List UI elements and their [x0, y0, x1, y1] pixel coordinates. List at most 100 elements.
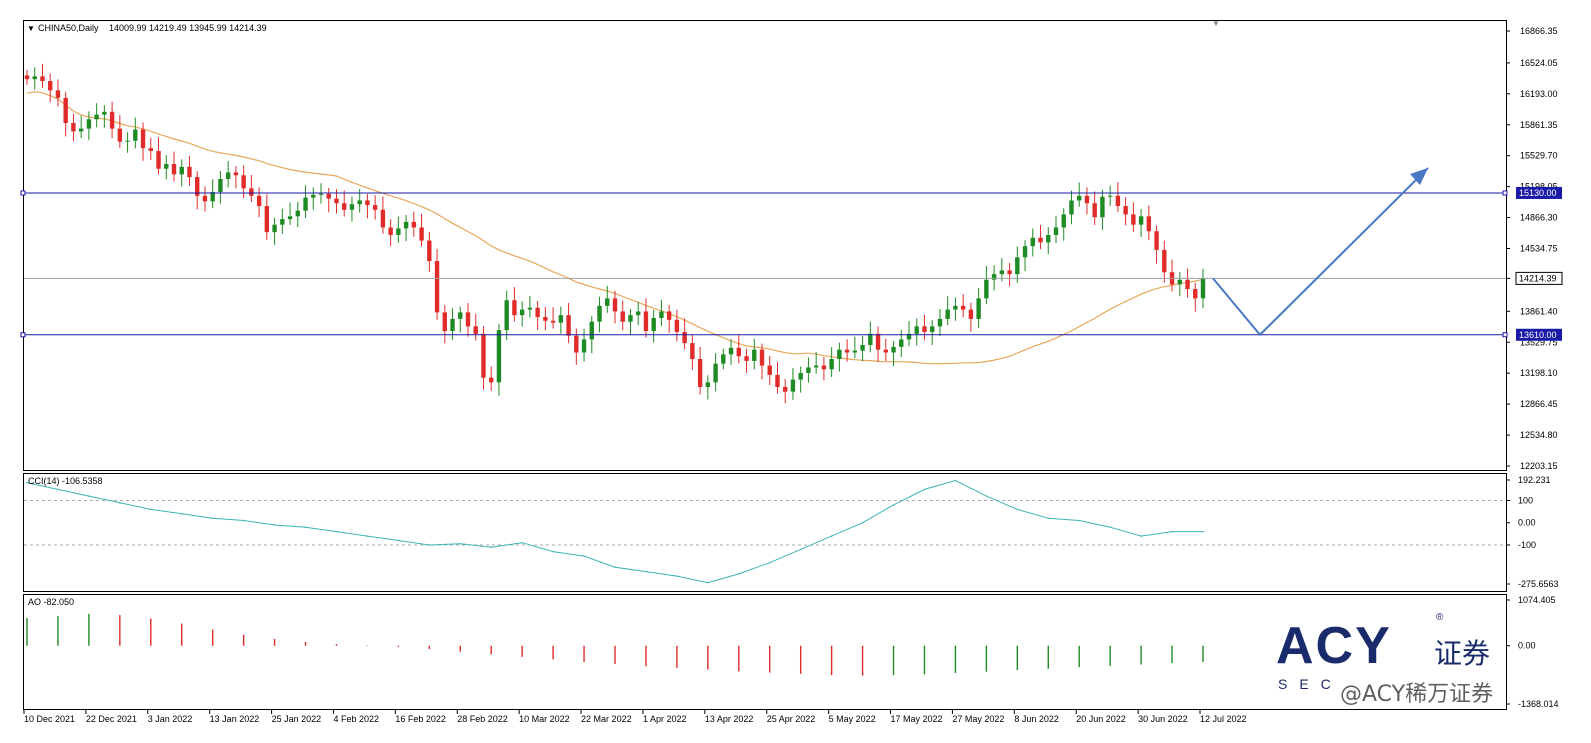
candle-body — [798, 373, 803, 380]
date-tick-label: 25 Apr 2022 — [767, 714, 816, 724]
candle-body — [55, 90, 61, 98]
candle-body — [906, 333, 912, 340]
cci-panel-frame — [23, 473, 1507, 592]
price-tick-label: 16193.00 — [1520, 89, 1558, 99]
candle-body — [365, 200, 370, 206]
candle-body — [481, 333, 486, 378]
candle-body — [171, 164, 177, 175]
candle-body — [489, 377, 494, 383]
candle-body — [450, 318, 455, 332]
candle-body — [605, 298, 610, 306]
date-tick-label: 5 May 2022 — [829, 714, 876, 724]
candle-body — [1193, 289, 1198, 299]
candle-body — [937, 318, 943, 327]
price-tick-label: 15529.70 — [1520, 151, 1558, 161]
header-triangle-icon[interactable]: ▼ — [27, 24, 35, 33]
price-tick-label: 12866.45 — [1520, 399, 1558, 409]
candle-body — [334, 198, 339, 204]
candle-body — [1138, 216, 1144, 225]
candle-body — [1177, 279, 1182, 285]
candle-body — [140, 129, 146, 149]
candle-body — [1061, 214, 1066, 228]
candle-body — [303, 197, 308, 211]
candle-body — [48, 81, 53, 91]
candle-body — [984, 279, 989, 299]
candle-body — [589, 321, 594, 340]
candle-body — [233, 172, 239, 176]
candle-body — [202, 195, 208, 202]
candle-body — [256, 195, 262, 207]
candle-body — [914, 326, 919, 334]
candle-body — [86, 119, 92, 129]
candle-body — [790, 379, 796, 392]
candle-body — [821, 365, 827, 370]
candle-body — [1069, 200, 1074, 215]
candle-body — [651, 317, 656, 332]
candle-body — [759, 349, 765, 366]
candle-body — [744, 356, 749, 361]
projection-arrow — [1212, 167, 1429, 337]
price-tick-label: 13529.75 — [1520, 337, 1558, 347]
logo-text: ACY — [1276, 617, 1392, 675]
date-tick-label: 12 Jul 2022 — [1200, 714, 1247, 724]
candle-body — [628, 315, 633, 322]
candle-body — [372, 205, 378, 210]
date-tick-label: 8 Jun 2022 — [1014, 714, 1059, 724]
candle-body — [473, 326, 478, 334]
candle-body — [318, 193, 324, 195]
candle-body — [1107, 195, 1113, 197]
current-price-box — [1515, 271, 1563, 285]
candle-body — [581, 339, 587, 353]
candle-body — [953, 305, 958, 310]
cci-label: CCI(14) -106.5358 — [28, 476, 103, 486]
candle-body — [829, 359, 834, 370]
candle-body — [519, 309, 525, 316]
date-tick-label: 13 Jan 2022 — [210, 714, 260, 724]
date-tick-label: 3 Jan 2022 — [148, 714, 193, 724]
candle-body — [1131, 214, 1136, 225]
candle-body — [218, 178, 223, 193]
candle-body — [465, 312, 471, 327]
candle-body — [179, 166, 184, 175]
cci-tick-label: 192.231 — [1518, 475, 1551, 485]
candle-body — [349, 204, 355, 210]
support-handle — [20, 332, 26, 338]
candle-body — [767, 365, 772, 375]
candle-body — [636, 311, 641, 316]
candle-body — [148, 148, 153, 151]
date-tick-label: 10 Mar 2022 — [519, 714, 570, 724]
arrow-head — [1410, 168, 1428, 185]
resistance-handle — [1502, 190, 1508, 196]
candle-body — [697, 359, 703, 388]
candle-body — [783, 387, 788, 392]
date-tick-label: 27 May 2022 — [952, 714, 1004, 724]
candle-body — [1123, 206, 1128, 215]
candle-body — [930, 326, 935, 332]
chart-ohlc: 14009.99 14219.49 13945.99 14214.39 — [109, 23, 267, 33]
support-price-label: 13610.00 — [1519, 330, 1557, 340]
candle-body — [78, 128, 84, 132]
candle-body — [976, 298, 981, 319]
date-tick-label: 22 Dec 2021 — [86, 714, 137, 724]
candle-body — [775, 374, 780, 388]
candle-body — [164, 164, 169, 169]
candle-body — [1022, 246, 1028, 258]
date-axis: 10 Dec 2021 22 Dec 2021 3 Jan 2022 13 Jan 2… — [23, 710, 1247, 724]
logo-cn-text: 证券 — [1434, 637, 1491, 670]
candle-body — [411, 221, 417, 228]
candle-body — [326, 193, 331, 199]
candle-body — [1146, 216, 1152, 232]
candle-body — [875, 333, 881, 350]
candle-body — [659, 311, 664, 318]
cci-tick-label: -275.6563 — [1518, 579, 1559, 589]
candle-body — [504, 300, 509, 331]
resistance-price-label: 15130.00 — [1519, 188, 1557, 198]
watermark-text: @ACY稀万证券 — [1340, 682, 1494, 707]
panel-menu-icon[interactable]: ▼ — [1212, 19, 1220, 28]
candle-body — [837, 349, 842, 360]
date-tick-label: 30 Jun 2022 — [1138, 714, 1188, 724]
ao-panel-frame — [23, 594, 1507, 710]
price-tick-label: 16866.35 — [1520, 26, 1558, 36]
candle-body — [71, 123, 76, 132]
